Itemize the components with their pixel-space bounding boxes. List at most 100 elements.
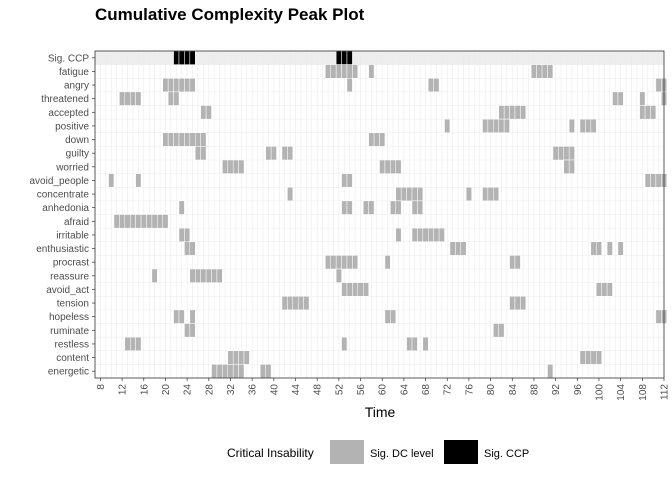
heatmap-cell (195, 132, 201, 147)
heatmap-cell (232, 159, 239, 174)
heatmap-cell (368, 132, 375, 147)
y-tick-label: avoid_act (46, 285, 89, 296)
heatmap-cell (411, 227, 418, 242)
heatmap-cell (617, 91, 624, 106)
heatmap-cell (119, 91, 126, 106)
heatmap-cell (238, 350, 245, 365)
heatmap-cell (270, 146, 277, 161)
heatmap-cell (352, 282, 359, 297)
heatmap-cell (514, 296, 521, 311)
heatmap-cell (184, 227, 191, 242)
heatmap-cell (552, 146, 559, 161)
heatmap-cell (487, 187, 494, 202)
heatmap-cell (585, 350, 592, 365)
heatmap-cell (184, 50, 191, 65)
heatmap-cell (433, 78, 440, 93)
heatmap-cell (346, 50, 353, 65)
heatmap-cell (113, 214, 120, 229)
heatmap-cell (362, 200, 369, 215)
heatmap-cell (129, 214, 136, 229)
heatmap-cell (135, 173, 142, 188)
heatmap-cell (330, 255, 337, 270)
heatmap-cell (178, 78, 185, 93)
x-axis-title: Time (365, 404, 396, 420)
heatmap-cell (325, 64, 331, 79)
heatmap-cell (644, 173, 651, 188)
heatmap-cell (265, 146, 272, 161)
heatmap-cell (558, 146, 564, 161)
x-tick-label: 36 (248, 384, 259, 396)
heatmap-cell (487, 118, 494, 133)
heatmap-cell (341, 64, 348, 79)
heatmap-cell (384, 309, 391, 324)
y-tick-label: content (56, 353, 89, 364)
x-tick-label: 68 (421, 384, 432, 396)
heatmap-cell (341, 282, 348, 297)
heatmap-cell (341, 255, 348, 270)
heatmap-cell (119, 214, 126, 229)
heatmap-cell (541, 64, 548, 79)
heatmap-cell (129, 336, 136, 351)
heatmap-cell (417, 227, 424, 242)
heatmap-cell (200, 146, 207, 161)
heatmap-cell (200, 268, 207, 283)
heatmap-cell (335, 64, 342, 79)
y-tick-label: guilty (66, 149, 89, 160)
x-tick-label: 72 (443, 384, 454, 396)
heatmap-cell (482, 187, 489, 202)
heatmap-cell (509, 296, 516, 311)
heatmap-cell (346, 255, 353, 270)
x-tick-label: 28 (204, 384, 215, 396)
panel-border (94, 50, 665, 379)
heatmap-cell (341, 173, 348, 188)
heatmap-cell (346, 64, 353, 79)
heatmap-cell (227, 159, 234, 174)
heatmap-cell (520, 105, 527, 120)
legend: Critical Insability Sig. DC level Sig. C… (227, 440, 529, 464)
y-tick-label: concentrate (37, 190, 90, 201)
heatmap-cell (281, 146, 288, 161)
heatmap-cell (281, 296, 288, 311)
heatmap-cell (238, 364, 245, 379)
heatmap-cell (135, 336, 142, 351)
heatmap-cell (325, 255, 331, 270)
heatmap-cell (292, 296, 299, 311)
x-tick-label: 104 (616, 384, 627, 401)
legend-swatch-sig-dc (330, 440, 364, 464)
heatmap-cell (146, 214, 153, 229)
heatmap-cell (189, 323, 196, 338)
heatmap-cell (422, 227, 429, 242)
heatmap-cell (493, 118, 499, 133)
heatmap-cell (265, 364, 272, 379)
heatmap-cell (303, 296, 310, 311)
heatmap-cell (655, 78, 662, 93)
heatmap-cell (585, 118, 592, 133)
x-tick-label: 76 (464, 384, 475, 396)
y-tick-label: accepted (48, 108, 89, 119)
heatmap-cell (287, 296, 294, 311)
heatmap-cell (362, 282, 369, 297)
x-tick-label: 88 (529, 384, 540, 396)
heatmap-cell (568, 159, 575, 174)
y-tick-label: Sig. CCP (48, 53, 89, 64)
heatmap-cell (341, 50, 348, 65)
heatmap-cell (514, 255, 521, 270)
x-tick-label: 112 (660, 384, 671, 400)
heatmap-cell (390, 200, 397, 215)
x-tick-label: 48 (313, 384, 324, 396)
heatmap-cell (509, 255, 516, 270)
heatmap-cell (395, 227, 402, 242)
heatmap-cell (227, 350, 234, 365)
heatmap-cell (428, 78, 434, 93)
heatmap-cell (563, 159, 570, 174)
x-tick-label: 16 (139, 384, 150, 396)
heatmap-cell (151, 268, 158, 283)
heatmap-cell (162, 78, 169, 93)
y-tick-label: worried (55, 162, 89, 173)
heatmap-cell (411, 200, 418, 215)
heatmap-cell (124, 336, 131, 351)
x-tick-label: 92 (551, 384, 562, 396)
heatmap-cell (433, 227, 440, 242)
heatmap-cell (200, 105, 207, 120)
heatmap-cell (189, 309, 196, 324)
